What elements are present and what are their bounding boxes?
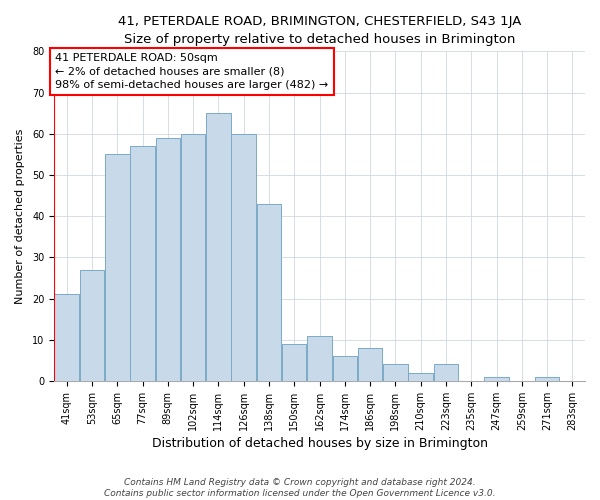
Bar [332, 356, 357, 381]
Bar [55, 294, 79, 381]
Bar [307, 336, 332, 381]
Bar [257, 204, 281, 381]
Bar [383, 364, 407, 381]
Bar [80, 270, 104, 381]
Y-axis label: Number of detached properties: Number of detached properties [15, 128, 25, 304]
Text: 41 PETERDALE ROAD: 50sqm
← 2% of detached houses are smaller (8)
98% of semi-det: 41 PETERDALE ROAD: 50sqm ← 2% of detache… [55, 54, 329, 90]
Bar [484, 377, 509, 381]
Title: 41, PETERDALE ROAD, BRIMINGTON, CHESTERFIELD, S43 1JA
Size of property relative : 41, PETERDALE ROAD, BRIMINGTON, CHESTERF… [118, 15, 521, 46]
Bar [434, 364, 458, 381]
Bar [155, 138, 180, 381]
X-axis label: Distribution of detached houses by size in Brimington: Distribution of detached houses by size … [152, 437, 488, 450]
Text: Contains HM Land Registry data © Crown copyright and database right 2024.
Contai: Contains HM Land Registry data © Crown c… [104, 478, 496, 498]
Bar [105, 154, 130, 381]
Bar [130, 146, 155, 381]
Bar [181, 134, 205, 381]
Bar [409, 372, 433, 381]
Bar [232, 134, 256, 381]
Bar [358, 348, 382, 381]
Bar [282, 344, 307, 381]
Bar [535, 377, 559, 381]
Bar [206, 113, 230, 381]
